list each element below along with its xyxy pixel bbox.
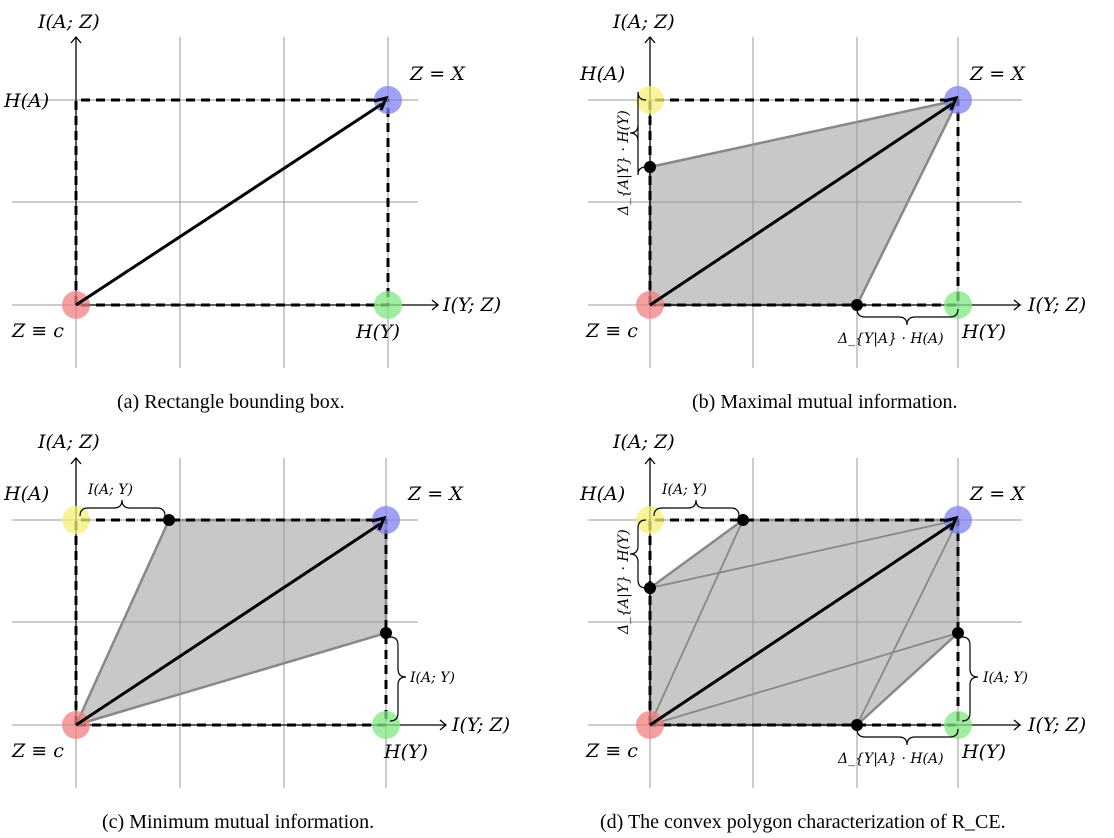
caption: (a) Rectangle bounding box. bbox=[117, 391, 345, 413]
point-bottom-inner bbox=[851, 719, 863, 731]
label-origin: Z ≡ c bbox=[11, 320, 64, 342]
y-axis-label: I(A; Z) bbox=[37, 11, 100, 33]
x-axis-label: I(Y; Z) bbox=[1027, 714, 1086, 736]
point-left-lower bbox=[644, 161, 656, 173]
x-axis-label: I(Y; Z) bbox=[442, 294, 501, 316]
point-bottom-inner bbox=[851, 299, 863, 311]
brace-bottom-label: Δ_{Y|A} · H(A) bbox=[837, 331, 944, 347]
panel-d: I(A; Y) Δ_{A|Y} · H(Y) I(A; Y) Δ_{Y|A} ·… bbox=[579, 431, 1086, 833]
diagonal-arrow bbox=[75, 515, 387, 727]
brace-right bbox=[961, 636, 979, 722]
panel-c: I(A; Y) I(A; Y) I(A; Z) I(Y; Z) H(A) Z =… bbox=[3, 431, 510, 833]
brace-left bbox=[629, 519, 647, 589]
top-left-marker bbox=[636, 86, 664, 114]
x-axis-label: I(Y; Z) bbox=[1027, 294, 1086, 316]
point-top-inner bbox=[737, 514, 749, 526]
diagonal-arrow bbox=[649, 95, 959, 307]
y-axis-label: I(A; Z) bbox=[37, 431, 100, 453]
label-origin: Z ≡ c bbox=[585, 740, 638, 762]
brace-right-label: I(A; Y) bbox=[409, 670, 455, 686]
panel-a: I(A; Z) I(Y; Z) H(A) Z = X Z ≡ c H(Y) (a… bbox=[3, 11, 501, 413]
axes bbox=[70, 35, 440, 311]
label-top-left: H(A) bbox=[3, 483, 49, 505]
brace-bottom bbox=[856, 308, 959, 326]
bottom-right-marker bbox=[944, 711, 972, 739]
y-axis-label: I(A; Z) bbox=[612, 11, 675, 33]
y-axis-label: I(A; Z) bbox=[612, 431, 675, 453]
bottom-right-marker bbox=[944, 291, 972, 319]
label-origin: Z ≡ c bbox=[11, 740, 64, 762]
bottom-right-marker bbox=[374, 291, 402, 319]
brace-right bbox=[389, 636, 407, 722]
brace-top-label: I(A; Y) bbox=[661, 482, 707, 498]
point-top-inner bbox=[163, 514, 175, 526]
label-bottom-right: H(Y) bbox=[355, 321, 400, 343]
label-top-right: Z = X bbox=[407, 483, 464, 505]
x-axis-label: I(Y; Z) bbox=[451, 714, 510, 736]
point-right-inner bbox=[952, 627, 964, 639]
brace-left-label: Δ_{A|Y} · H(Y) bbox=[616, 529, 632, 635]
brace-top-label: I(A; Y) bbox=[87, 482, 133, 498]
label-bottom-right: H(Y) bbox=[961, 741, 1006, 763]
label-bottom-right: H(Y) bbox=[961, 321, 1006, 343]
brace-top bbox=[653, 499, 740, 517]
point-left-lower bbox=[644, 582, 656, 594]
panel-b: Δ_{A|Y} · H(Y) Δ_{Y|A} · H(A) I(A; Z) I(… bbox=[579, 11, 1086, 413]
point-right-inner bbox=[380, 627, 392, 639]
brace-top bbox=[79, 499, 166, 517]
label-top-right: Z = X bbox=[409, 63, 466, 85]
brace-bottom-label: Δ_{Y|A} · H(A) bbox=[837, 751, 944, 767]
label-top-left: H(A) bbox=[579, 63, 625, 85]
label-bottom-right: H(Y) bbox=[383, 741, 428, 763]
caption: (b) Maximal mutual information. bbox=[692, 391, 958, 413]
brace-right-label: I(A; Y) bbox=[982, 670, 1028, 686]
top-left-marker bbox=[636, 506, 664, 534]
label-top-right: Z = X bbox=[969, 63, 1026, 85]
brace-left-label: Δ_{A|Y} · H(Y) bbox=[616, 110, 632, 216]
label-top-left: H(A) bbox=[579, 483, 625, 505]
top-left-marker bbox=[62, 506, 90, 534]
diagonal-arrow bbox=[649, 515, 959, 727]
diagonal-arrow bbox=[75, 95, 389, 307]
label-origin: Z ≡ c bbox=[585, 320, 638, 342]
caption: (d) The convex polygon characterization … bbox=[600, 811, 1006, 833]
label-top-right: Z = X bbox=[969, 483, 1026, 505]
brace-left bbox=[629, 91, 647, 176]
caption: (c) Minimum mutual information. bbox=[102, 811, 374, 833]
label-top-left: H(A) bbox=[3, 90, 49, 112]
brace-bottom bbox=[856, 728, 959, 746]
bottom-right-marker bbox=[372, 711, 400, 739]
